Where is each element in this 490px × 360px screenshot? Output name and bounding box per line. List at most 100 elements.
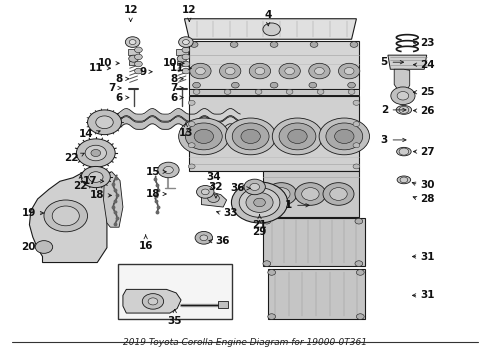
Text: 8: 8: [116, 74, 123, 84]
Text: 21: 21: [252, 220, 267, 230]
Text: 16: 16: [139, 240, 153, 251]
Text: 10: 10: [98, 58, 112, 68]
Text: 36: 36: [215, 236, 229, 246]
Circle shape: [268, 270, 275, 275]
Circle shape: [310, 42, 318, 48]
Circle shape: [190, 63, 211, 79]
Circle shape: [81, 166, 110, 188]
Circle shape: [188, 164, 195, 169]
Text: 35: 35: [168, 315, 182, 325]
FancyBboxPatch shape: [189, 41, 359, 89]
Circle shape: [158, 162, 179, 178]
Text: 15: 15: [146, 167, 160, 177]
Circle shape: [266, 183, 297, 205]
Circle shape: [142, 294, 164, 309]
Circle shape: [330, 188, 347, 201]
Circle shape: [88, 110, 122, 135]
Polygon shape: [388, 55, 427, 69]
Circle shape: [220, 63, 241, 79]
Circle shape: [339, 63, 360, 79]
Ellipse shape: [397, 176, 411, 184]
Circle shape: [348, 89, 355, 94]
Ellipse shape: [396, 105, 412, 114]
Circle shape: [279, 63, 300, 79]
Text: 28: 28: [420, 194, 435, 204]
Circle shape: [397, 91, 409, 100]
Circle shape: [76, 139, 115, 167]
Circle shape: [129, 40, 136, 45]
Polygon shape: [201, 192, 226, 207]
Circle shape: [196, 68, 205, 75]
Circle shape: [302, 188, 319, 201]
Circle shape: [96, 116, 113, 129]
Circle shape: [231, 82, 239, 88]
Text: 7: 7: [108, 83, 115, 93]
Circle shape: [188, 122, 195, 126]
Circle shape: [391, 87, 415, 105]
Text: 33: 33: [223, 208, 238, 218]
Polygon shape: [394, 69, 410, 93]
Polygon shape: [103, 172, 123, 227]
FancyBboxPatch shape: [176, 49, 188, 55]
Circle shape: [182, 68, 190, 74]
Circle shape: [135, 68, 142, 74]
Text: 18: 18: [146, 189, 160, 199]
Circle shape: [315, 68, 324, 75]
Text: 31: 31: [420, 252, 435, 261]
Text: 20: 20: [21, 242, 36, 252]
Circle shape: [286, 89, 293, 94]
FancyBboxPatch shape: [189, 89, 359, 95]
Polygon shape: [184, 19, 356, 39]
Circle shape: [164, 166, 173, 174]
Circle shape: [353, 100, 360, 105]
FancyBboxPatch shape: [128, 49, 139, 55]
Circle shape: [272, 188, 290, 201]
Circle shape: [326, 123, 363, 150]
Circle shape: [255, 89, 262, 94]
Text: 14: 14: [79, 129, 94, 139]
Circle shape: [246, 193, 273, 212]
Circle shape: [263, 219, 270, 224]
Text: 22: 22: [64, 153, 78, 163]
Circle shape: [250, 183, 260, 190]
Polygon shape: [29, 172, 107, 262]
Circle shape: [353, 122, 360, 126]
Circle shape: [135, 47, 142, 53]
Circle shape: [185, 123, 222, 150]
Circle shape: [125, 37, 140, 48]
Circle shape: [224, 89, 231, 94]
Circle shape: [196, 185, 214, 198]
Circle shape: [239, 188, 280, 217]
Circle shape: [244, 179, 266, 195]
Circle shape: [335, 129, 354, 144]
Circle shape: [263, 261, 270, 266]
Circle shape: [188, 143, 195, 148]
Text: 36: 36: [230, 183, 245, 193]
Text: 10: 10: [163, 58, 177, 68]
Circle shape: [182, 61, 190, 67]
Circle shape: [193, 82, 200, 88]
Circle shape: [399, 106, 409, 113]
Circle shape: [270, 42, 278, 48]
Text: 11: 11: [89, 63, 103, 73]
FancyBboxPatch shape: [219, 301, 228, 309]
Circle shape: [194, 129, 214, 144]
Circle shape: [231, 182, 288, 223]
Text: 30: 30: [420, 180, 435, 190]
Circle shape: [208, 194, 220, 202]
Circle shape: [44, 200, 88, 232]
Text: 2019 Toyota Corolla Engine Diagram for 19000-0T361: 2019 Toyota Corolla Engine Diagram for 1…: [123, 338, 367, 347]
Text: 27: 27: [420, 147, 435, 157]
Circle shape: [179, 118, 229, 155]
Circle shape: [356, 270, 364, 275]
Circle shape: [188, 100, 195, 105]
Circle shape: [89, 172, 103, 182]
Circle shape: [201, 189, 209, 195]
Circle shape: [179, 37, 193, 48]
Text: 34: 34: [206, 172, 221, 182]
Text: 12: 12: [182, 5, 196, 15]
Circle shape: [182, 54, 190, 60]
Text: 23: 23: [420, 38, 435, 48]
Circle shape: [52, 206, 79, 226]
Circle shape: [272, 118, 323, 155]
